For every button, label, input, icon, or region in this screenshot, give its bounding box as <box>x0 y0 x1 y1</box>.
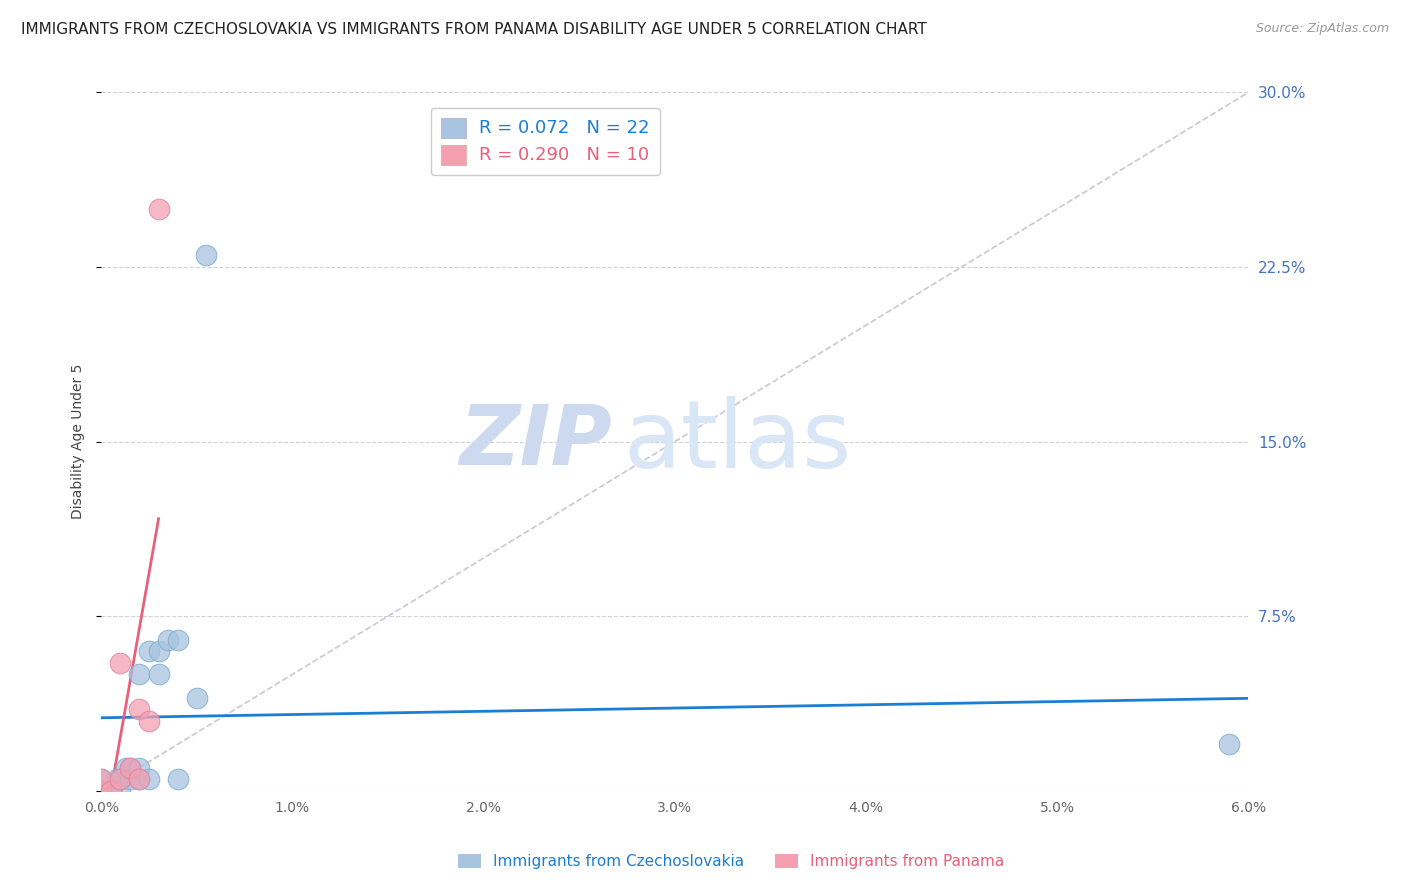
Text: atlas: atlas <box>623 395 852 488</box>
Point <box>118 772 141 787</box>
Point <box>186 690 208 705</box>
Point <box>138 714 160 728</box>
Text: ZIP: ZIP <box>460 401 612 482</box>
Point <box>90 772 112 787</box>
Point <box>148 202 170 216</box>
Point <box>138 644 160 658</box>
Point <box>100 784 122 798</box>
Point <box>90 784 112 798</box>
Point <box>128 702 150 716</box>
Point <box>128 772 150 787</box>
Point <box>110 656 132 670</box>
Point <box>90 772 112 787</box>
Text: IMMIGRANTS FROM CZECHOSLOVAKIA VS IMMIGRANTS FROM PANAMA DISABILITY AGE UNDER 5 : IMMIGRANTS FROM CZECHOSLOVAKIA VS IMMIGR… <box>21 22 927 37</box>
Point <box>90 784 112 798</box>
Point <box>115 760 138 774</box>
Point <box>166 632 188 647</box>
Point <box>128 760 150 774</box>
Y-axis label: Disability Age Under 5: Disability Age Under 5 <box>72 364 86 519</box>
Point <box>138 772 160 787</box>
Point <box>118 760 141 774</box>
Point <box>128 772 150 787</box>
Point <box>148 667 170 681</box>
Point <box>110 784 132 798</box>
Legend: Immigrants from Czechoslovakia, Immigrants from Panama: Immigrants from Czechoslovakia, Immigran… <box>451 848 1011 875</box>
Point <box>110 772 132 787</box>
Text: Source: ZipAtlas.com: Source: ZipAtlas.com <box>1256 22 1389 36</box>
Point <box>105 772 128 787</box>
Point <box>118 760 141 774</box>
Point <box>195 248 218 262</box>
Point <box>128 667 150 681</box>
Point <box>1218 737 1240 751</box>
Point <box>100 784 122 798</box>
Point <box>148 644 170 658</box>
Legend: R = 0.072   N = 22, R = 0.290   N = 10: R = 0.072 N = 22, R = 0.290 N = 10 <box>430 108 659 175</box>
Point <box>110 772 132 787</box>
Point <box>166 772 188 787</box>
Point <box>157 632 180 647</box>
